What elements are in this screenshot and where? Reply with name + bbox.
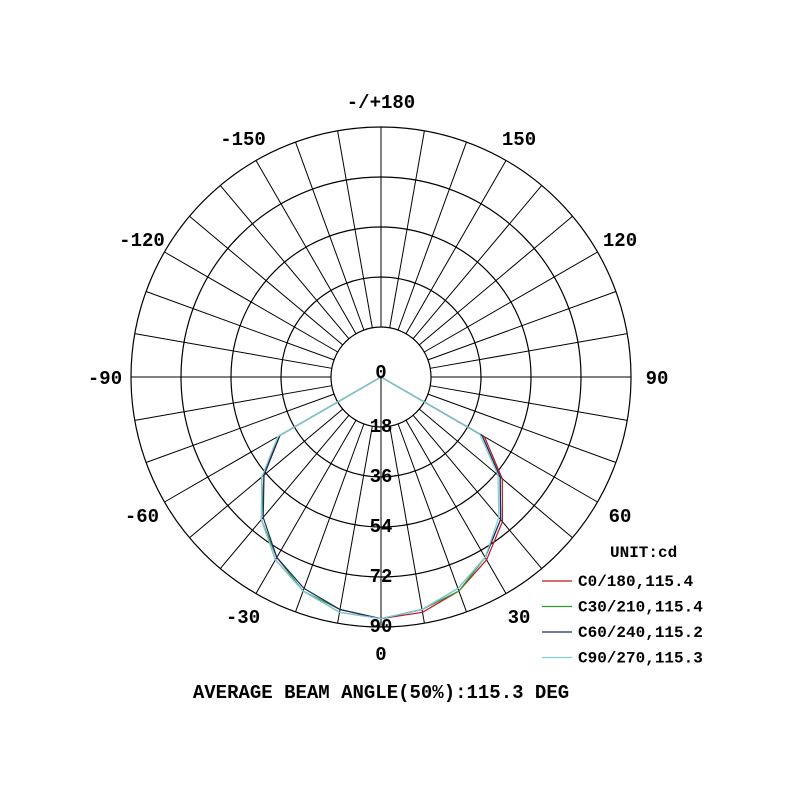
legend-entry: C60/240,115.2 [578,624,703,642]
spoke-150 [405,160,507,334]
legend: C0/180,115.4 C30/210,115.4 C60/240,115.2 C9… [542,573,703,668]
angle-label: -/+180 [347,92,415,114]
unit-label: UNIT:cd [610,544,677,562]
angle-label: 30 [508,607,531,629]
spoke--110 [145,291,335,361]
spoke--30 [255,420,357,594]
angle-label: -30 [226,607,260,629]
axis-labels: 0 18 36 54 72 90 -/+180 150 120 90 60 30 0 -30 -60 -90 -… [88,92,669,666]
spoke-170 [389,130,425,328]
legend-entry: C90/270,115.3 [578,650,703,668]
spoke-120 [424,251,598,353]
spoke-130 [418,215,573,346]
angle-label: 0 [375,644,386,666]
spoke-110 [427,291,617,361]
beam-angle-footer: AVERAGE BEAM ANGLE(50%):115.3 DEG [193,682,569,704]
spoke--10 [337,426,373,624]
radial-tick-label: 54 [370,516,393,538]
spoke-40 [412,414,543,569]
spoke-140 [412,185,543,340]
radial-tick-label: 36 [370,466,393,488]
spoke--40 [219,414,350,569]
spoke-100 [430,333,628,369]
spoke-70 [427,393,617,463]
radial-tick-label: 0 [375,362,386,384]
spoke--20 [295,423,365,613]
radial-tick-label: 18 [370,416,393,438]
spoke-20 [397,423,467,613]
spoke--50 [189,408,344,539]
radial-tick-label: 72 [370,566,393,588]
spoke--150 [255,160,357,334]
spoke--70 [145,393,335,463]
intensity-curves [260,376,504,620]
spoke--80 [134,385,332,421]
angle-label: -150 [220,129,266,151]
spoke--130 [189,215,344,346]
angle-label: 90 [646,368,669,390]
series-curve-3 [260,376,500,620]
angle-label: 60 [609,506,632,528]
radial-tick-label: 90 [370,616,393,638]
angle-label: 150 [502,129,536,151]
legend-entry: C0/180,115.4 [578,573,694,591]
spoke--100 [134,333,332,369]
spoke--160 [295,141,365,331]
legend-entry: C30/210,115.4 [578,599,703,617]
angle-label: -90 [88,368,122,390]
spoke-10 [389,426,425,624]
spoke-30 [405,420,507,594]
polar-grid [130,126,632,628]
angle-label: -120 [119,230,165,252]
spoke--120 [164,251,338,353]
spoke-80 [430,385,628,421]
spoke-160 [397,141,467,331]
spoke-50 [418,408,573,539]
spoke--170 [337,130,373,328]
angle-label: -60 [125,506,159,528]
spoke--140 [219,185,350,340]
angle-label: 120 [603,230,637,252]
